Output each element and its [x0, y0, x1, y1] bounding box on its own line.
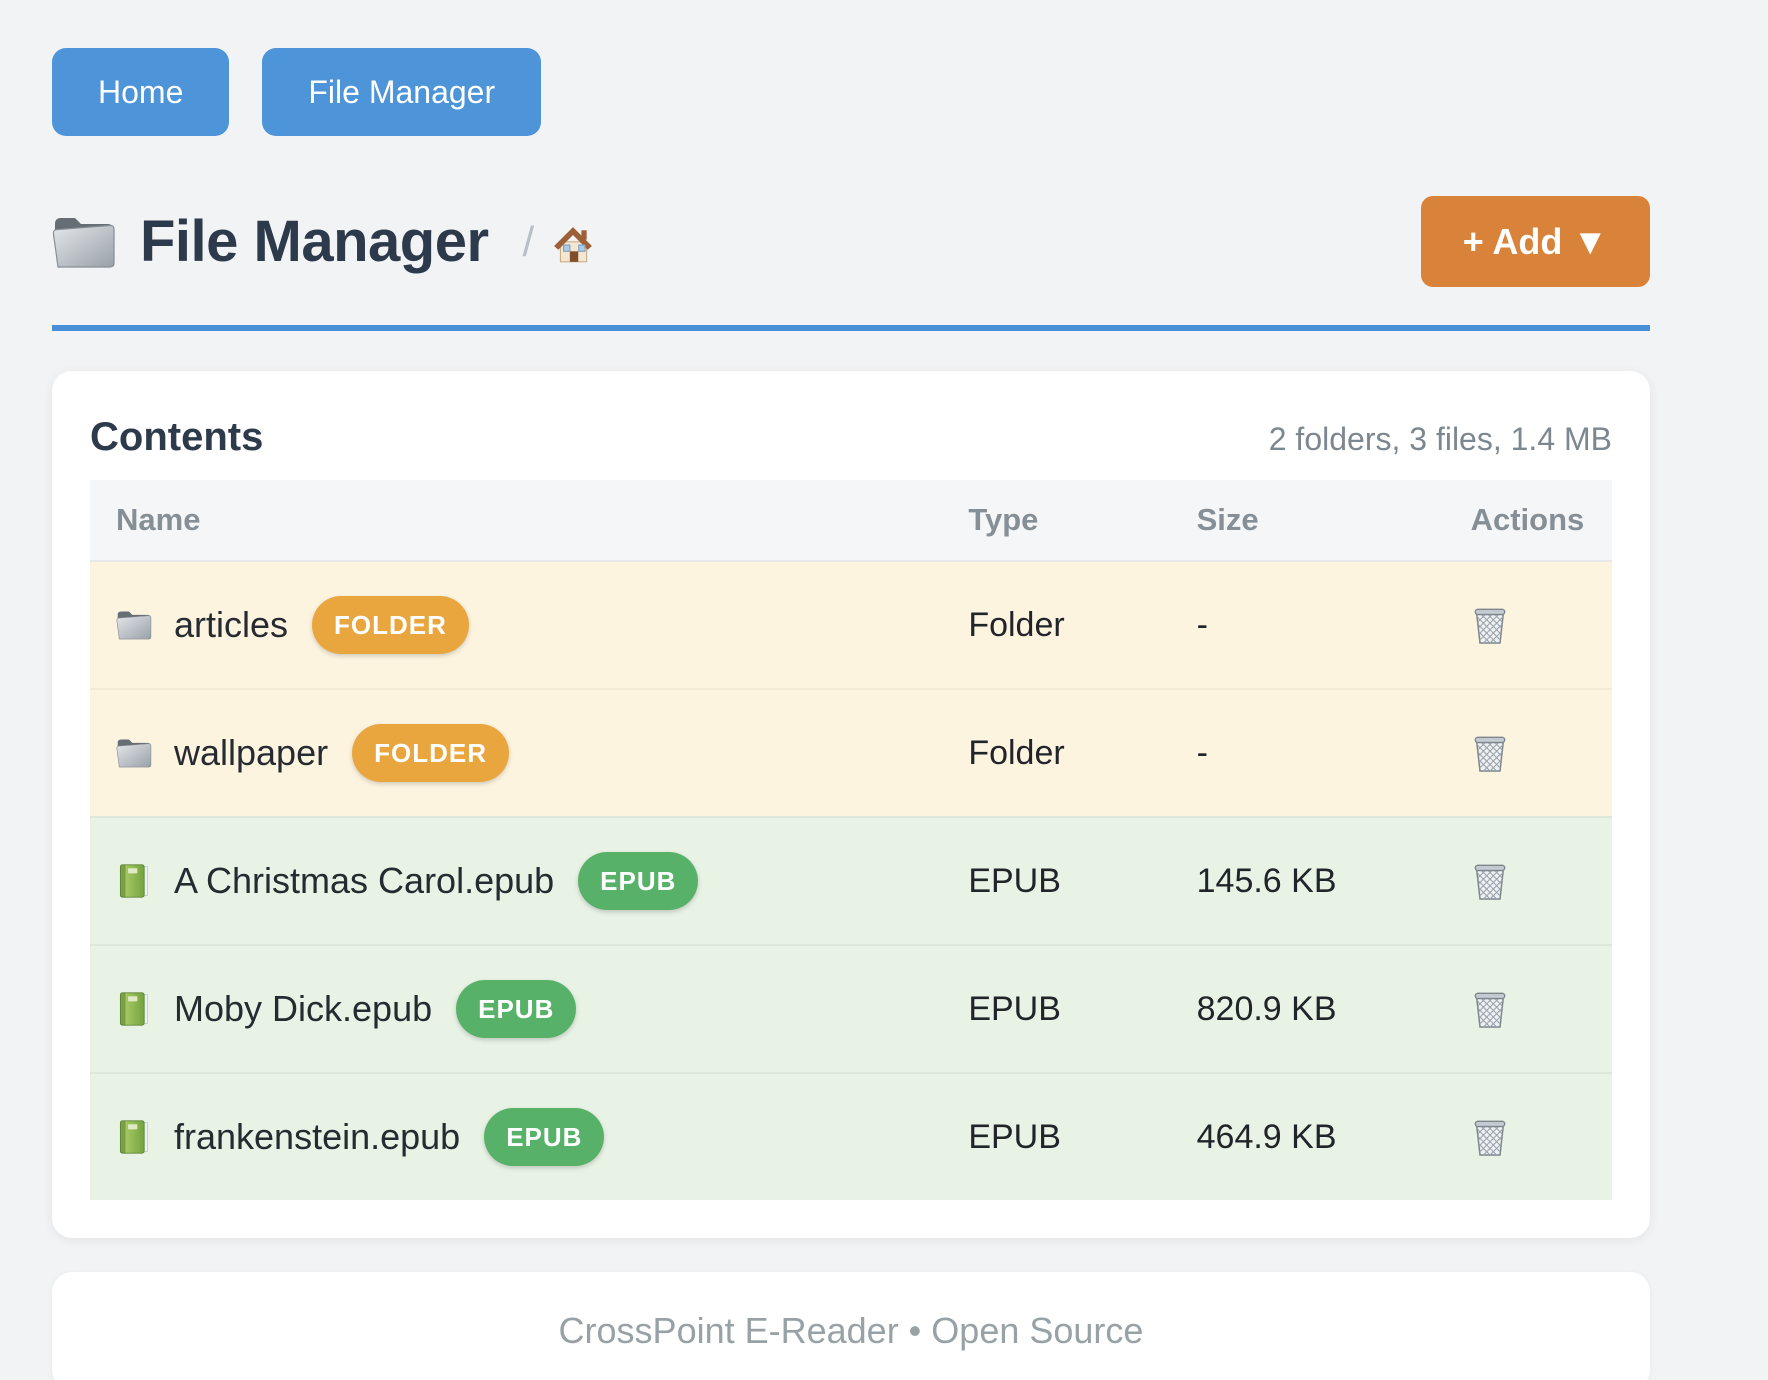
table-row[interactable]: wallpaper FOLDER Folder - [90, 688, 1612, 816]
folder-badge: FOLDER [352, 724, 509, 782]
file-type: Folder [942, 688, 1171, 816]
column-header-actions: Actions [1444, 480, 1612, 562]
table-row[interactable]: articles FOLDER Folder - [90, 562, 1612, 688]
file-size: 464.9 KB [1170, 1072, 1445, 1200]
trash-icon [1471, 604, 1509, 646]
file-size: - [1170, 562, 1445, 688]
nav-home-button[interactable]: Home [52, 48, 230, 136]
top-nav: Home File Manager [52, 0, 1650, 136]
delete-button[interactable] [1471, 732, 1509, 774]
trash-icon [1471, 732, 1509, 774]
add-button[interactable]: + Add ▼ [1420, 196, 1650, 287]
folder-icon [116, 736, 152, 770]
book-icon [116, 864, 152, 898]
contents-summary: 2 folders, 3 files, 1.4 MB [1268, 421, 1612, 457]
file-type: EPUB [942, 1072, 1171, 1200]
file-name: articles [174, 604, 289, 645]
nav-file-manager-button[interactable]: File Manager [262, 48, 542, 136]
trash-icon [1471, 860, 1509, 902]
file-name: frankenstein.epub [174, 1116, 461, 1157]
contents-heading: Contents [90, 415, 264, 459]
table-header-row: Name Type Size Actions [90, 480, 1612, 562]
file-type: EPUB [942, 944, 1171, 1072]
table-row[interactable]: A Christmas Carol.epub EPUB EPUB 145.6 K… [90, 816, 1612, 944]
trash-icon [1471, 1116, 1509, 1158]
file-size: - [1170, 688, 1445, 816]
column-header-name: Name [90, 480, 943, 562]
page-title: File Manager [140, 209, 489, 274]
epub-badge: EPUB [456, 980, 577, 1038]
contents-card: Contents 2 folders, 3 files, 1.4 MB Name… [52, 371, 1650, 1238]
footer: CrossPoint E-Reader • Open Source [52, 1272, 1650, 1380]
file-name: wallpaper [174, 732, 329, 773]
file-type: EPUB [942, 816, 1171, 944]
book-icon [116, 1120, 152, 1154]
book-icon [116, 992, 152, 1026]
header-divider [52, 325, 1650, 331]
file-size: 145.6 KB [1170, 816, 1445, 944]
page-header: File Manager / + Add ▼ [52, 196, 1650, 287]
footer-text: CrossPoint E-Reader • Open Source [558, 1310, 1144, 1351]
file-name: Moby Dick.epub [174, 988, 433, 1029]
contents-header: Contents 2 folders, 3 files, 1.4 MB [90, 415, 1612, 460]
file-name: A Christmas Carol.epub [174, 860, 555, 901]
epub-badge: EPUB [484, 1108, 605, 1166]
house-icon[interactable] [552, 224, 594, 266]
table-row[interactable]: frankenstein.epub EPUB EPUB 464.9 KB [90, 1072, 1612, 1200]
table-row[interactable]: Moby Dick.epub EPUB EPUB 820.9 KB [90, 944, 1612, 1072]
folder-icon [52, 213, 116, 271]
delete-button[interactable] [1471, 1116, 1509, 1158]
column-header-type: Type [942, 480, 1171, 562]
folder-icon [116, 608, 152, 642]
delete-button[interactable] [1471, 604, 1509, 646]
delete-button[interactable] [1471, 860, 1509, 902]
folder-badge: FOLDER [312, 596, 469, 654]
file-table: Name Type Size Actions articles FOLDER [90, 480, 1612, 1200]
column-header-size: Size [1170, 480, 1445, 562]
file-size: 820.9 KB [1170, 944, 1445, 1072]
breadcrumb-separator: / [522, 217, 535, 265]
page-container: Home File Manager File Manager / + Add ▼… [52, 0, 1650, 1380]
epub-badge: EPUB [578, 852, 699, 910]
file-type: Folder [942, 562, 1171, 688]
trash-icon [1471, 988, 1509, 1030]
delete-button[interactable] [1471, 988, 1509, 1030]
